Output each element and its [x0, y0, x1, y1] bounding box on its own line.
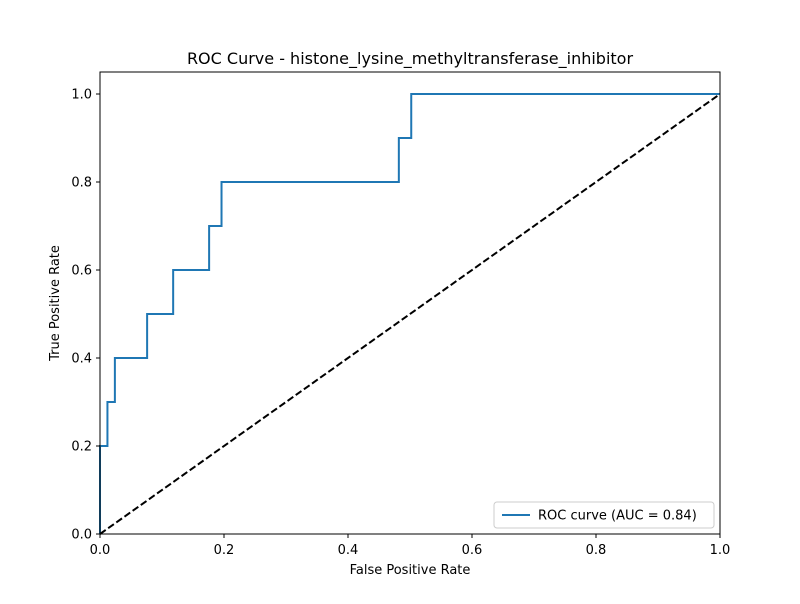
- roc-curve-line: [99, 93, 720, 534]
- y-tick-label: 0.8: [71, 176, 92, 191]
- x-tick-label: 0.6: [462, 543, 483, 558]
- legend-label: ROC curve (AUC = 0.84): [538, 509, 697, 524]
- y-axis-ticks: 0.0 0.2 0.4 0.6 0.8 1.0: [71, 88, 100, 543]
- chart-title: ROC Curve - histone_lysine_methyltransfe…: [187, 49, 634, 69]
- series-layer: [99, 93, 721, 535]
- x-tick-label: 0.8: [586, 543, 607, 558]
- x-axis-label: False Positive Rate: [350, 563, 471, 578]
- y-tick-label: 0.4: [71, 352, 92, 367]
- legend: ROC curve (AUC = 0.84): [493, 501, 715, 529]
- x-tick-label: 0.4: [338, 543, 359, 558]
- diagonal-reference-line: [99, 93, 721, 535]
- legend-box: [493, 501, 715, 529]
- x-tick-label: 0.0: [90, 543, 111, 558]
- y-tick-label: 1.0: [71, 88, 92, 103]
- x-tick-label: 1.0: [710, 543, 731, 558]
- x-axis-ticks: 0.0 0.2 0.4 0.6 0.8 1.0: [90, 534, 731, 558]
- y-tick-label: 0.2: [71, 440, 92, 455]
- y-tick-label: 0.6: [71, 264, 92, 279]
- y-axis-label: True Positive Rate: [48, 245, 63, 362]
- x-tick-label: 0.2: [214, 543, 235, 558]
- plot-frame: [99, 71, 721, 535]
- y-tick-label: 0.0: [71, 528, 92, 543]
